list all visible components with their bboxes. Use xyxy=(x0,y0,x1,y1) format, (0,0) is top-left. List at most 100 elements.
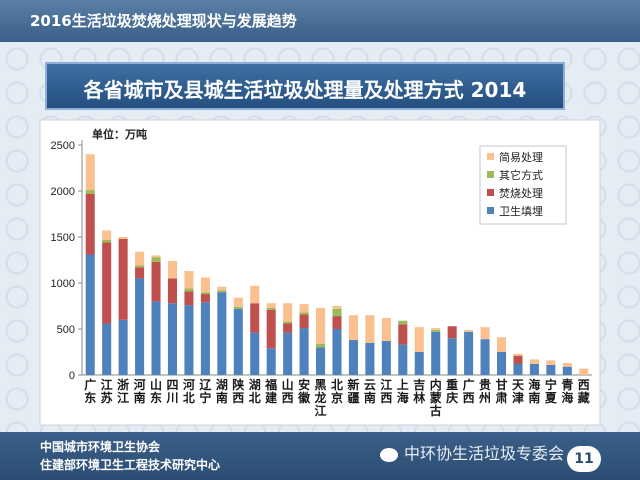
bar-segment xyxy=(332,316,342,329)
bar-segment xyxy=(266,348,276,375)
bar-segment xyxy=(398,324,408,345)
stacked-bar-chart: 0 500 1000 1500 2000 2500 单位：万吨广东江苏浙江河南山东四川河北辽… xyxy=(39,119,601,426)
unit-label: 单位：万吨 xyxy=(92,127,147,141)
x-tick-label: 浙江 xyxy=(117,377,129,405)
x-tick-label: 广东 xyxy=(84,377,96,405)
x-tick-label: 湖南 xyxy=(216,377,228,405)
x-tick-label: 山西 xyxy=(282,377,294,405)
bar-segment xyxy=(562,363,572,367)
legend-label: 卫生填埋 xyxy=(499,204,543,218)
bar-segment xyxy=(266,303,276,308)
bar-segment xyxy=(332,329,342,375)
y-tick-label: 500 xyxy=(57,324,75,336)
bar-segment xyxy=(85,254,95,375)
x-tick-label: 湖北 xyxy=(249,377,261,405)
x-tick-label: 福建 xyxy=(264,377,278,405)
x-tick-label: 四川 xyxy=(165,378,178,405)
bar-segment xyxy=(546,360,556,365)
x-tick-label: 甘肃 xyxy=(496,377,508,405)
bar-segment xyxy=(217,292,227,375)
bar-segment xyxy=(283,321,293,324)
bar-segment xyxy=(135,251,145,266)
watermark-text: 中环协生活垃圾专委会 xyxy=(404,444,565,463)
bar-segment xyxy=(447,338,457,375)
bar-segment xyxy=(496,337,507,352)
bar-segment xyxy=(250,303,260,333)
footer-bar: 中国城市环境卫生协会 住建部环境卫生工程技术研究中心 xyxy=(0,432,640,480)
x-tick-label: 云南 xyxy=(364,378,376,405)
bar-segment xyxy=(513,363,523,375)
bar-segment xyxy=(283,323,293,333)
bar-segment xyxy=(266,307,276,310)
y-tick-label: 2500 xyxy=(51,140,75,152)
legend-swatch xyxy=(487,171,494,178)
x-tick-label: 辽宁 xyxy=(199,378,212,405)
y-tick-label: 2000 xyxy=(51,186,75,198)
bar-segment xyxy=(431,329,441,332)
bar-segment xyxy=(233,306,243,309)
x-tick-label: 内蒙古 xyxy=(430,377,442,418)
x-tick-label: 上海 xyxy=(397,377,409,405)
x-tick-label: 重庆 xyxy=(445,377,458,405)
bar-segment xyxy=(381,340,391,375)
bar-segment xyxy=(299,328,309,375)
bar-segment xyxy=(464,329,474,332)
x-tick-label: 江苏 xyxy=(101,377,113,405)
bar-segment xyxy=(348,315,358,341)
bar-segment xyxy=(316,307,326,344)
y-tick-label: 1000 xyxy=(51,278,75,290)
bar-segment xyxy=(562,366,572,375)
bar-segment xyxy=(332,308,342,317)
bar-segment xyxy=(283,303,293,322)
x-tick-label: 新疆 xyxy=(347,377,359,405)
x-tick-label: 北京 xyxy=(331,377,343,405)
bar-segment xyxy=(217,286,227,291)
legend-label: 焚烧处理 xyxy=(499,187,543,200)
bar-segment xyxy=(529,359,539,364)
bar-segment xyxy=(200,277,210,293)
bar-segment xyxy=(184,288,194,292)
legend-swatch xyxy=(487,153,494,160)
bar-segment xyxy=(529,363,539,375)
bar-segment xyxy=(299,314,309,329)
bar-segment xyxy=(546,364,556,375)
x-tick-label: 江西 xyxy=(380,377,392,405)
bar-segment xyxy=(381,317,391,341)
bar-segment xyxy=(217,290,227,293)
bar-segment xyxy=(513,353,523,356)
header-title: 2016生活垃圾焚烧处理现状与发展趋势 xyxy=(30,12,297,30)
legend-label: 简易处理 xyxy=(499,150,543,164)
bar-segment xyxy=(299,312,309,315)
bar-segment xyxy=(102,242,112,324)
bar-segment xyxy=(480,327,490,340)
bar-segment xyxy=(151,257,161,262)
bar-segment xyxy=(151,255,161,258)
bar-segment xyxy=(299,304,309,313)
bar-segment xyxy=(118,238,128,320)
chart-title-banner: 各省城市及县城生活垃圾处理量及处理方式 2014 xyxy=(45,62,565,110)
bar-segment xyxy=(250,332,260,375)
bar-segment xyxy=(414,327,424,352)
bar-segment xyxy=(102,323,112,375)
bar-segment xyxy=(184,305,194,375)
bar-segment xyxy=(135,278,145,375)
x-tick-label: 宁夏 xyxy=(545,377,558,405)
legend-swatch xyxy=(487,189,494,196)
bar-segment xyxy=(398,320,408,325)
bar-segment xyxy=(332,306,342,309)
bar-segment xyxy=(414,352,424,375)
wechat-icon xyxy=(380,447,398,462)
x-tick-label: 山东 xyxy=(150,377,162,405)
bar-segment xyxy=(464,331,474,375)
bar-segment xyxy=(85,190,95,194)
bar-segment xyxy=(496,352,507,375)
bar-segment xyxy=(431,331,441,375)
x-tick-label: 黑龙江 xyxy=(315,378,327,418)
x-tick-label: 河南 xyxy=(133,377,146,405)
bar-segment xyxy=(85,154,95,191)
chart-title: 各省城市及县城生活垃圾处理量及处理方式 2014 xyxy=(83,78,527,102)
x-tick-label: 广西 xyxy=(463,377,475,405)
bar-segment xyxy=(266,309,276,349)
bar-segment xyxy=(118,237,128,239)
bar-segment xyxy=(250,285,260,304)
